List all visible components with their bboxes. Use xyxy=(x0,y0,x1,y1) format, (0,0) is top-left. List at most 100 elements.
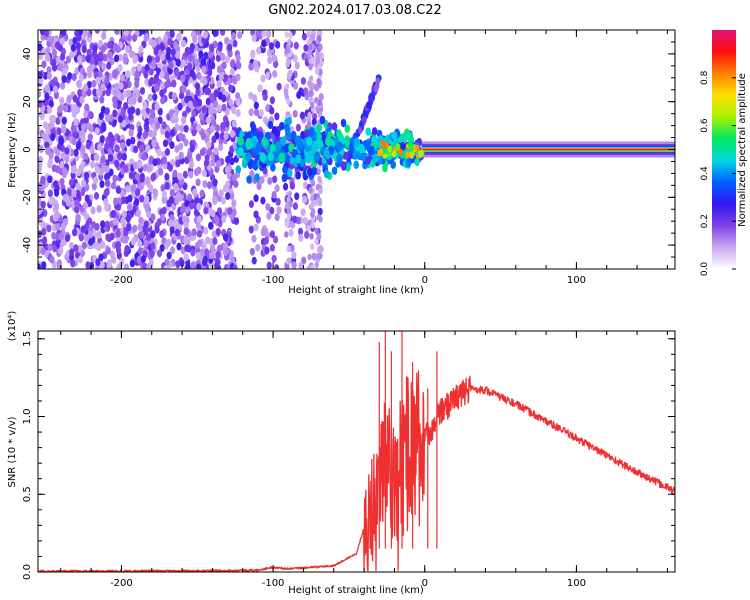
spectrogram-cell xyxy=(207,68,213,77)
spectrogram-cell xyxy=(107,154,114,162)
spectrogram-cell xyxy=(229,157,235,166)
spectrogram-cell xyxy=(398,148,404,157)
spectrogram-cell xyxy=(265,203,271,211)
spectrogram-cell xyxy=(213,89,219,98)
spectrogram-cell xyxy=(58,232,65,241)
spectrogram-cell xyxy=(286,72,292,80)
spectrogram-cell xyxy=(257,84,263,93)
spectrogram-cell xyxy=(201,169,208,178)
spectrogram-cell xyxy=(72,36,78,45)
spectrogram-cell xyxy=(322,162,328,171)
spectrogram-cell xyxy=(161,156,168,165)
spectrogram-cell xyxy=(136,63,142,72)
spectrogram-cell xyxy=(366,101,371,110)
spectrogram-cell xyxy=(179,259,185,267)
spectrogram-cell xyxy=(311,143,318,153)
spectrogram-cell xyxy=(119,257,125,266)
spectrogram-cell xyxy=(187,193,193,202)
spectrogram-cell xyxy=(278,152,286,163)
spectrogram-cell xyxy=(315,58,320,65)
spectrogram-cell xyxy=(340,161,346,170)
spectrogram-ylabel: Frequency (Hz) xyxy=(7,112,18,188)
spectrogram-cell xyxy=(172,169,178,178)
spectrogram-cell xyxy=(59,160,65,169)
spectrogram-cell xyxy=(126,33,132,42)
spectrogram-cell xyxy=(137,223,143,231)
spectrogram-cell xyxy=(391,150,397,158)
spectrogram-cell xyxy=(38,136,41,145)
spectrogram-cell xyxy=(45,147,51,155)
spectrogram-cell xyxy=(76,79,82,88)
spectrogram-cell xyxy=(252,59,259,68)
spectrogram-cell xyxy=(146,165,152,173)
spectrogram-cell xyxy=(231,199,237,207)
spectrogram-cell xyxy=(55,148,61,157)
spectrogram-cell xyxy=(143,239,149,248)
spectrogram-cell xyxy=(78,74,84,82)
spectrogram-cell xyxy=(314,238,319,245)
spectrogram-cell xyxy=(47,189,53,198)
spectrogram-cell xyxy=(71,137,77,146)
spectrogram-cell xyxy=(153,47,159,56)
spectrogram-cell xyxy=(187,151,193,160)
spectrogram-cell xyxy=(106,259,112,268)
spectrogram-cell xyxy=(128,50,135,59)
spectrogram-cell xyxy=(181,84,187,93)
spectrogram-cell xyxy=(114,54,120,63)
spectrogram-cell xyxy=(317,35,322,43)
spectrogram-cell xyxy=(286,168,293,178)
spectrogram-cell xyxy=(314,261,319,268)
spectrogram-cell xyxy=(180,74,186,83)
spectrogram-cell xyxy=(294,192,300,201)
spectrogram-cell xyxy=(284,202,290,210)
spectrogram-cell xyxy=(250,123,257,132)
spectrogram-cell xyxy=(114,241,121,250)
spectrogram-cell xyxy=(131,184,137,193)
spectrogram-cell xyxy=(276,82,282,91)
spectrogram-cell xyxy=(318,187,323,195)
spectrogram-cell xyxy=(84,234,90,243)
spectrogram-ytick-label: -20 xyxy=(22,189,33,205)
spectrogram-cell xyxy=(74,199,80,208)
spectrogram-cell xyxy=(274,184,280,193)
spectrogram-cell xyxy=(77,255,83,264)
spectrogram-cell xyxy=(251,256,257,265)
spectrogram-cell xyxy=(45,127,51,135)
spectrogram-cell xyxy=(235,165,242,174)
spectrogram-cell xyxy=(318,252,323,260)
spectrogram-cell xyxy=(81,54,87,63)
spectrogram-cell xyxy=(146,55,153,63)
spectrogram-cell xyxy=(73,244,79,253)
spectrogram-cell xyxy=(108,140,114,149)
spectrogram-cell xyxy=(317,99,322,107)
spectrogram-cell xyxy=(191,188,198,197)
spectrogram-cell xyxy=(104,179,111,187)
spectrogram-cell xyxy=(126,203,133,212)
spectrogram-cell xyxy=(167,163,174,172)
spectrogram-cell xyxy=(250,50,256,59)
spectrogram-cell xyxy=(131,92,137,101)
spectrogram-cell xyxy=(314,151,321,161)
spectrogram-cell xyxy=(164,72,170,81)
spectrogram-cell xyxy=(235,60,241,69)
spectrogram-cell xyxy=(87,111,94,119)
spectrogram-cell xyxy=(80,146,86,155)
spectrogram-cell xyxy=(197,229,203,238)
spectrogram-cell xyxy=(301,32,308,41)
spectrogram-cell xyxy=(57,105,63,114)
spectrogram-xtick-label: -100 xyxy=(262,275,285,286)
spectrogram-cell xyxy=(121,210,127,219)
spectrogram-cell xyxy=(249,247,255,256)
spectrogram-cell xyxy=(232,39,238,48)
spectrogram-cell xyxy=(317,197,322,204)
spectrogram-cell xyxy=(224,166,230,174)
spectrogram-cell xyxy=(269,143,276,154)
spectrogram-cell xyxy=(38,71,43,79)
spectrogram-cell xyxy=(84,194,90,203)
snr-ytick-label: 1.5 xyxy=(22,331,33,347)
spectrogram-cell xyxy=(168,219,174,227)
spectrogram-cell xyxy=(353,137,360,148)
spectrogram-cell xyxy=(344,151,350,161)
spectrogram-cell xyxy=(220,30,226,36)
spectrogram-cell xyxy=(409,151,415,159)
